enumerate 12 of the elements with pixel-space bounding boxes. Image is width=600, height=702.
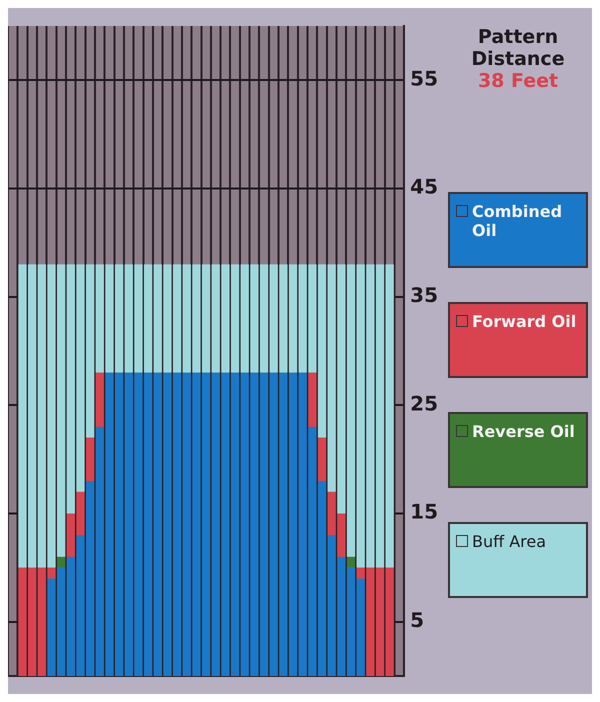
text: 38 Feet bbox=[476, 70, 560, 92]
legend-label: Forward Oil bbox=[472, 312, 578, 331]
legend-label: Buff Area bbox=[472, 532, 548, 551]
y-tick-label: 25 bbox=[410, 391, 438, 416]
y-tick-label: 5 bbox=[410, 608, 424, 632]
text: Pattern Distance bbox=[470, 26, 566, 70]
y-tick-label: 35 bbox=[410, 283, 438, 308]
legend-label: Combined Oil bbox=[472, 202, 564, 240]
legend-label: Reverse Oil bbox=[472, 422, 576, 441]
y-tick-label: 55 bbox=[410, 66, 438, 90]
y-tick-label: 45 bbox=[410, 174, 438, 199]
y-tick-label: 15 bbox=[410, 500, 438, 524]
